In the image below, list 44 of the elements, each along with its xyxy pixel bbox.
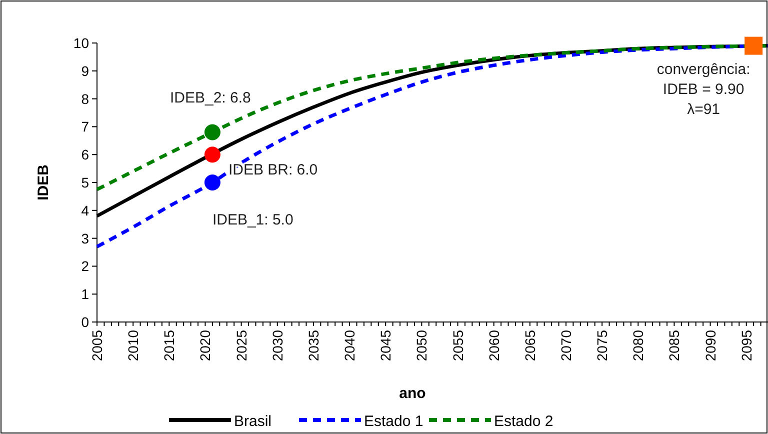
x-tick-label: 2010 xyxy=(125,330,142,362)
annotation: convergência: IDEB = 9.90 λ=91 xyxy=(656,60,750,118)
y-tick-label: 6 xyxy=(81,146,90,163)
x-tick-label: 2025 xyxy=(233,330,250,362)
annotation: IDEB_2: 6.8 xyxy=(170,89,251,106)
y-tick-label: 1 xyxy=(81,286,90,302)
x-tick-label: 2055 xyxy=(450,330,466,362)
x-tick-label: 2040 xyxy=(342,330,358,362)
annotation: IDEB BR: 6.0 xyxy=(228,162,318,179)
y-tick-label: 4 xyxy=(81,202,90,218)
annotation: IDEB_1: 5.0 xyxy=(212,212,294,228)
y-tick-label: 3 xyxy=(81,230,90,246)
x-tick-label: 2045 xyxy=(378,330,394,362)
y-tick-label: 8 xyxy=(81,90,90,107)
y-tick-label: 9 xyxy=(81,62,90,79)
point xyxy=(744,36,763,55)
point xyxy=(204,146,220,163)
x-axis-title: ano xyxy=(399,385,426,402)
x-tick-label: 2050 xyxy=(414,330,430,362)
x-tick-label: 2005 xyxy=(89,330,105,362)
y-axis-title: IDEB xyxy=(35,164,52,200)
x-tick-label: 2095 xyxy=(738,330,754,362)
y-tick-label: 2 xyxy=(81,258,90,274)
x-tick-label: 2080 xyxy=(630,330,646,362)
y-tick-label: 0 xyxy=(81,314,90,330)
x-tick-label: 2085 xyxy=(666,330,682,362)
point xyxy=(204,124,220,140)
legend-label: Brasil xyxy=(234,413,272,430)
x-tick-label: 2065 xyxy=(522,330,538,362)
x-tick-label: 2060 xyxy=(486,330,502,362)
x-tick-label: 2020 xyxy=(197,330,214,362)
x-tick-label: 2035 xyxy=(305,330,322,362)
y-tick-label: 5 xyxy=(81,174,90,190)
x-tick-label: 2070 xyxy=(558,330,574,362)
y-tick-label: 7 xyxy=(81,118,90,135)
x-tick-label: 2090 xyxy=(702,330,718,362)
y-tick-label: 10 xyxy=(73,35,90,51)
x-tick-label: 2015 xyxy=(161,330,178,362)
legend-label: Estado 2 xyxy=(494,413,554,430)
point xyxy=(204,174,220,190)
line-series xyxy=(95,44,768,192)
x-tick-label: 2075 xyxy=(594,330,610,362)
legend-label: Estado 1 xyxy=(364,413,424,430)
x-tick-label: 2030 xyxy=(269,330,286,362)
